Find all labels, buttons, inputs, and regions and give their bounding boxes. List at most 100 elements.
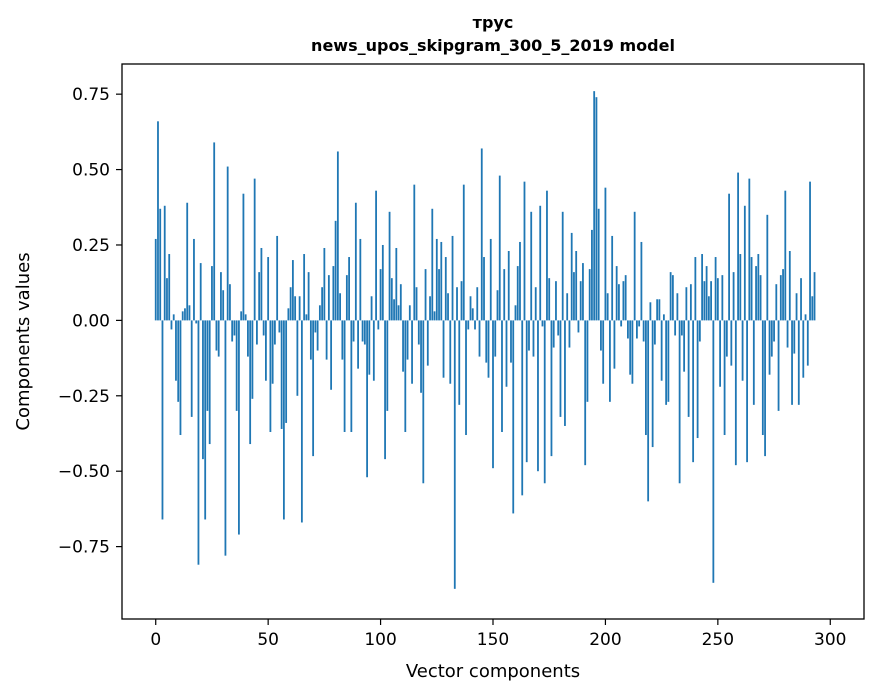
bar-26 bbox=[213, 142, 216, 321]
bar-167 bbox=[530, 211, 533, 321]
bar-192 bbox=[586, 320, 589, 402]
bar-83 bbox=[341, 320, 344, 360]
bar-208 bbox=[622, 281, 625, 321]
bar-15 bbox=[188, 305, 191, 321]
bar-62 bbox=[294, 296, 297, 321]
bar-23 bbox=[206, 320, 209, 411]
bar-141 bbox=[471, 308, 474, 321]
bar-250 bbox=[716, 278, 719, 321]
bar-142 bbox=[474, 320, 476, 330]
y-tick-label: 0.50 bbox=[72, 161, 110, 181]
bar-33 bbox=[229, 284, 231, 321]
bar-59 bbox=[287, 308, 290, 321]
bar-153 bbox=[498, 175, 501, 321]
bar-162 bbox=[519, 241, 521, 321]
bar-292 bbox=[811, 296, 814, 321]
bar-74 bbox=[321, 287, 324, 321]
bar-11 bbox=[179, 320, 182, 436]
bar-118 bbox=[420, 320, 422, 393]
bar-287 bbox=[800, 278, 802, 321]
bar-158 bbox=[510, 320, 512, 363]
bar-173 bbox=[543, 320, 546, 484]
bar-187 bbox=[575, 251, 578, 321]
bar-146 bbox=[483, 257, 485, 321]
bar-159 bbox=[512, 320, 515, 514]
bar-78 bbox=[330, 320, 333, 390]
bar-76 bbox=[325, 320, 328, 360]
x-tick-label: 100 bbox=[364, 630, 396, 650]
bar-193 bbox=[588, 269, 591, 321]
bar-53 bbox=[274, 320, 276, 345]
bar-207 bbox=[620, 320, 623, 327]
bar-101 bbox=[381, 244, 384, 321]
bar-204 bbox=[613, 320, 616, 369]
bar-197 bbox=[597, 208, 600, 321]
bar-4 bbox=[163, 205, 166, 321]
bar-211 bbox=[629, 320, 632, 375]
bar-268 bbox=[757, 254, 760, 321]
bar-99 bbox=[377, 320, 380, 330]
bar-223 bbox=[656, 299, 659, 321]
bar-270 bbox=[761, 320, 764, 436]
bar-235 bbox=[683, 320, 686, 372]
bar-108 bbox=[397, 305, 400, 321]
bar-13 bbox=[184, 308, 186, 321]
bar-262 bbox=[743, 205, 746, 321]
bar-104 bbox=[388, 211, 391, 321]
bar-50 bbox=[267, 257, 270, 321]
bar-20 bbox=[199, 263, 202, 321]
bar-229 bbox=[669, 272, 672, 321]
bar-151 bbox=[494, 320, 497, 357]
bar-72 bbox=[316, 320, 319, 351]
bar-144 bbox=[478, 320, 481, 357]
bar-176 bbox=[550, 320, 553, 457]
bar-73 bbox=[318, 305, 321, 321]
bar-191 bbox=[584, 320, 587, 466]
bar-265 bbox=[750, 257, 753, 321]
bar-63 bbox=[296, 320, 299, 396]
bar-169 bbox=[534, 287, 537, 321]
bar-275 bbox=[773, 320, 775, 342]
bar-112 bbox=[406, 320, 409, 360]
bar-218 bbox=[645, 320, 647, 436]
bar-205 bbox=[615, 266, 618, 321]
bar-248 bbox=[712, 320, 715, 583]
bar-64 bbox=[298, 296, 301, 321]
bar-220 bbox=[649, 302, 652, 321]
bar-18 bbox=[195, 320, 198, 324]
bar-36 bbox=[235, 320, 238, 411]
bar-209 bbox=[624, 275, 627, 321]
bar-44 bbox=[253, 178, 256, 321]
bar-35 bbox=[233, 320, 236, 336]
bar-102 bbox=[384, 320, 386, 460]
bar-156 bbox=[505, 320, 508, 387]
bar-29 bbox=[220, 272, 222, 321]
bar-131 bbox=[449, 320, 452, 384]
bar-116 bbox=[415, 287, 418, 321]
bar-261 bbox=[741, 320, 744, 381]
bar-200 bbox=[604, 187, 607, 321]
bar-163 bbox=[521, 320, 524, 496]
bar-166 bbox=[528, 320, 530, 351]
bar-279 bbox=[782, 269, 784, 321]
bar-251 bbox=[719, 320, 721, 387]
bar-127 bbox=[440, 241, 443, 321]
bar-100 bbox=[379, 269, 382, 321]
bar-25 bbox=[211, 266, 213, 321]
bar-79 bbox=[332, 266, 335, 321]
x-tick-label: 250 bbox=[702, 630, 734, 650]
bar-266 bbox=[752, 320, 755, 405]
bar-2 bbox=[159, 208, 162, 321]
bar-126 bbox=[438, 269, 440, 321]
bar-149 bbox=[489, 238, 492, 321]
bar-277 bbox=[777, 320, 780, 411]
bar-263 bbox=[746, 320, 748, 463]
bar-238 bbox=[689, 284, 692, 321]
bar-161 bbox=[516, 266, 519, 321]
bar-215 bbox=[638, 320, 641, 327]
bar-155 bbox=[503, 269, 506, 321]
bar-28 bbox=[217, 320, 220, 357]
bar-190 bbox=[582, 263, 584, 321]
